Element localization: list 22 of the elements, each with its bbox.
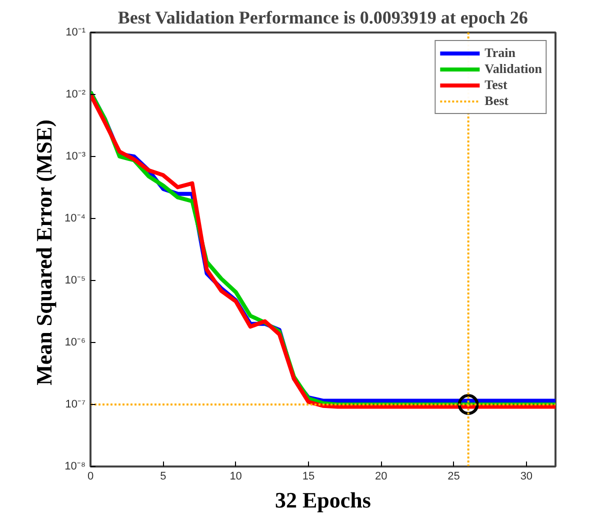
y-tick-label: 10⁻⁶ [64, 336, 86, 348]
y-tick-label: 10⁻⁸ [64, 460, 86, 472]
y-tick-label: 10⁻⁴ [64, 212, 86, 224]
legend-label: Test [484, 77, 508, 93]
x-tick-label: 10 [230, 470, 242, 482]
y-tick-label: 10⁻² [66, 88, 86, 100]
y-tick-label: 10⁻¹ [66, 26, 86, 38]
x-axis-title: 32 Epochs [275, 488, 372, 512]
x-tick-label: 5 [160, 470, 166, 482]
legend-label: Validation [484, 61, 542, 77]
ref-line-label: Best [484, 93, 509, 109]
x-tick-label: 15 [302, 470, 315, 482]
chart-title: Best Validation Performance is 0.0093919 at epoch 26 [118, 8, 528, 28]
y-tick-label: 10⁻³ [66, 150, 86, 162]
x-tick-label: 0 [87, 470, 94, 482]
y-axis-title: Mean Squared Error (MSE) [32, 120, 57, 386]
legend-label: Train [484, 45, 516, 61]
y-tick-label: 10⁻⁵ [64, 274, 86, 286]
x-tick-label: 25 [448, 470, 460, 482]
x-tick-label: 30 [520, 470, 533, 482]
y-tick-label: 10⁻⁷ [65, 398, 86, 410]
x-tick-label: 20 [375, 470, 388, 482]
